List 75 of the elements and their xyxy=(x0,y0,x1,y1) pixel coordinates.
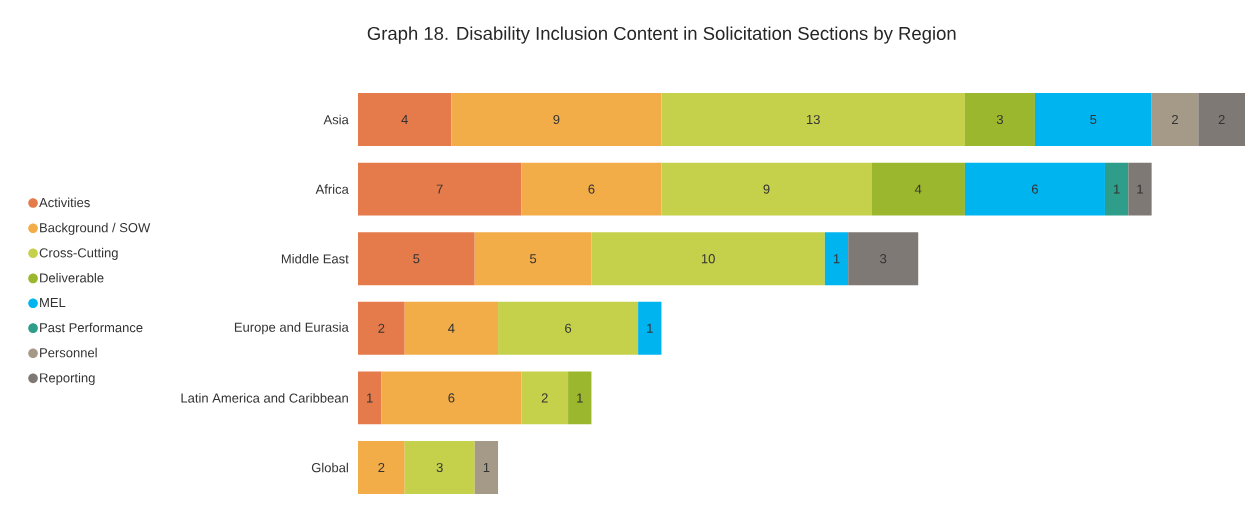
data-label: 10 xyxy=(701,254,715,264)
bar xyxy=(358,162,522,216)
data-label: 4 xyxy=(448,323,455,333)
bar xyxy=(498,301,639,355)
bar xyxy=(358,232,475,286)
data-label: 3 xyxy=(436,462,443,473)
data-label: 3 xyxy=(880,254,887,264)
legend-label: Activities xyxy=(39,197,90,208)
data-label: 9 xyxy=(553,114,560,125)
data-label: 6 xyxy=(565,323,572,333)
data-label: 1 xyxy=(833,254,840,264)
data-label: 1 xyxy=(1137,184,1143,194)
y-tick-label: Africa xyxy=(315,184,349,194)
data-label: 4 xyxy=(914,184,922,194)
bar xyxy=(661,162,872,216)
bar xyxy=(358,371,382,425)
legend-label: Past Performance xyxy=(40,322,143,333)
data-label: 3 xyxy=(996,114,1003,125)
y-tick-label: Latin America and Caribbean xyxy=(181,393,348,403)
bar xyxy=(1198,93,1246,146)
data-label: 1 xyxy=(647,323,653,333)
bar xyxy=(1151,93,1199,146)
data-label: 1 xyxy=(577,393,583,403)
data-label: 1 xyxy=(367,393,373,403)
bar xyxy=(964,162,1105,216)
data-label: 1 xyxy=(483,463,490,472)
data-label: 9 xyxy=(763,184,770,194)
legend-label: Cross-Cutting xyxy=(39,247,118,260)
data-label: 2 xyxy=(378,462,385,473)
bar xyxy=(404,301,499,355)
y-tick-label: Global xyxy=(311,462,348,473)
bar xyxy=(568,371,592,425)
y-tick-label: Middle East xyxy=(281,253,349,264)
data-label: 4 xyxy=(401,115,408,124)
bar xyxy=(404,441,475,494)
data-label: 6 xyxy=(1031,184,1038,194)
data-label: 5 xyxy=(413,254,420,264)
chart-title: Graph 18. Disability Inclusion Content in Solicitation Sections by Region xyxy=(367,26,956,44)
data-label: 2 xyxy=(1218,114,1225,125)
bar xyxy=(358,441,405,494)
data-label: 6 xyxy=(588,184,595,194)
bar xyxy=(661,93,965,146)
bar xyxy=(591,232,825,286)
data-label: 6 xyxy=(448,393,455,403)
legend-label: Background / SOW xyxy=(40,222,151,235)
legend-label: Reporting xyxy=(40,372,95,386)
bar xyxy=(848,232,919,286)
y-tick-label: Asia xyxy=(323,114,349,125)
bar xyxy=(638,301,662,355)
y-tick-label: Europe and Eurasia xyxy=(234,322,349,335)
bar xyxy=(1128,162,1152,216)
data-label: 1 xyxy=(1114,184,1120,194)
data-label: 7 xyxy=(436,184,443,194)
bar xyxy=(521,371,569,425)
data-label: 2 xyxy=(541,393,548,403)
bar xyxy=(871,162,965,216)
bar xyxy=(358,93,452,146)
data-label: 5 xyxy=(1090,114,1097,125)
legend-label: MEL xyxy=(40,298,66,307)
data-label: 2 xyxy=(378,323,385,333)
bar xyxy=(474,232,592,286)
bar xyxy=(521,162,662,216)
bar xyxy=(1104,162,1129,216)
bar xyxy=(964,93,1035,146)
data-label: 2 xyxy=(1172,114,1178,125)
data-label: 13 xyxy=(806,114,820,125)
bar xyxy=(358,301,405,355)
bar xyxy=(451,93,662,146)
legend-label: Deliverable xyxy=(40,272,104,283)
bar xyxy=(824,232,849,286)
data-label: 5 xyxy=(529,254,537,264)
bar xyxy=(381,371,522,425)
bar xyxy=(474,441,499,494)
legend-label: Personnel xyxy=(40,347,97,358)
bar xyxy=(1034,93,1152,146)
